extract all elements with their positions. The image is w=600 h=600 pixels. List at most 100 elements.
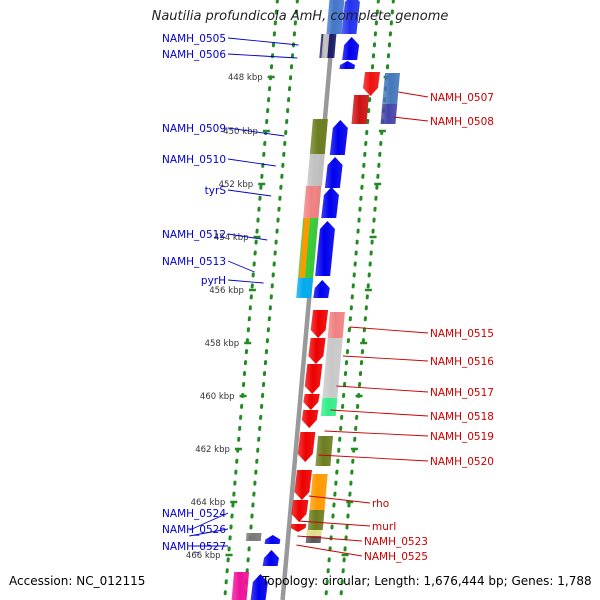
gene-label-pointer-left [189,512,229,531]
gene-feature [324,157,343,188]
gene-feature [231,572,250,600]
gene-label-left: NAMH_0513 [162,256,226,268]
gene-label-pointer-left [227,53,298,59]
tick-label: 456 kbp [209,286,244,296]
gene-label-right: NAMH_0516 [430,356,494,368]
gene-feature [309,119,328,154]
gene-feature [262,550,279,566]
tick-label: 460 kbp [200,392,235,402]
gene-label-right: NAMH_0520 [430,456,494,468]
tick-label: 458 kbp [205,339,240,349]
gene-feature [306,530,322,536]
dotted-boundary-left [243,0,299,600]
topology-text: Topology: circular; Length: 1,676,444 bp… [262,574,592,588]
gene-feature [329,120,348,155]
gene-feature [296,278,313,298]
gene-feature [310,310,329,338]
tick-label: 452 kbp [219,180,254,190]
gene-feature [341,0,360,34]
gene-label-pointer-left [227,279,264,284]
gene-feature [294,470,313,500]
gene-feature [380,104,398,124]
gene-label-pointer-right [398,91,429,98]
gene-label-pointer-right [297,535,363,542]
gene-label-left: NAMH_0505 [162,33,226,45]
gene-feature [309,474,328,510]
gene-label-right: murI [372,521,396,533]
accession-text: Accession: NC_012115 [9,574,146,588]
gene-label-pointer-left [227,37,299,46]
gene-label-right: NAMH_0518 [430,411,494,423]
gene-label-left: NAMH_0512 [162,229,226,241]
gene-label-pointer-right [308,495,371,504]
gene-feature [245,533,262,541]
gene-label-pointer-right [324,430,429,437]
gene-feature [339,61,356,69]
gene-feature [313,280,330,298]
gene-label-left: NAMH_0526 [162,524,226,536]
gene-label-right: NAMH_0523 [364,536,428,548]
gene-label-left: NAMH_0510 [162,154,226,166]
gene-label-pointer-right [336,385,429,393]
gene-label-pointer-left [227,260,255,273]
tick-label: 464 kbp [191,498,226,508]
gene-label-pointer-right [318,454,429,462]
dotted-boundary-inner-right [324,0,380,600]
gene-feature [308,338,326,364]
tick-label: 466 kbp [186,551,221,561]
gene-feature [342,37,360,60]
gene-feature [290,524,307,532]
gene-label-pointer-left [227,158,276,167]
gene-feature [250,574,268,600]
gene-label-pointer-right [393,116,429,122]
gene-label-pointer-left [227,233,268,241]
tick-label: 462 kbp [195,445,230,455]
gene-feature [301,410,319,428]
gene-feature [322,338,343,398]
gene-feature [327,312,345,338]
gene-feature [307,154,325,186]
gene-label-right: NAMH_0525 [364,551,428,563]
gene-feature [304,364,323,394]
gene-feature [382,73,400,104]
gene-label-pointer-right [343,355,429,362]
gene-feature [362,72,381,96]
gene-label-left: tyrS [205,185,227,197]
gene-feature [315,436,334,466]
gene-label-pointer-right [296,544,363,557]
gene-label-right: rho [372,498,389,510]
gene-label-left: pyrH [201,275,226,287]
gene-label-pointer-left [227,127,285,137]
gene-feature [321,34,330,58]
gene-feature [264,535,281,544]
gene-feature [298,218,311,278]
gene-label-pointer-right [298,520,371,527]
gene-label-pointer-right [349,326,429,334]
gene-label-pointer-left [189,528,229,537]
gene-feature [307,510,325,530]
gene-feature [303,394,320,410]
dotted-boundary-outer-left [223,0,279,600]
tick-label: 450 kbp [223,127,258,137]
gene-label-right: NAMH_0519 [430,431,494,443]
gene-label-left: NAMH_0506 [162,49,226,61]
gene-feature [320,398,338,416]
gene-feature [303,186,322,218]
gene-feature [351,95,370,124]
gene-label-left: NAMH_0524 [162,508,226,520]
gene-label-right: NAMH_0507 [430,92,494,104]
gene-label-pointer-right [330,409,429,417]
gene-feature [297,432,316,462]
gene-feature [326,0,345,34]
tick-label: 448 kbp [228,73,263,83]
gene-feature [315,221,335,276]
gene-label-pointer-left [227,189,272,197]
gene-label-right: NAMH_0508 [430,116,494,128]
genome-backbone [280,0,338,600]
gene-label-left: NAMH_0509 [162,123,226,135]
map-title: Nautilia profundicola AmH, complete geno… [151,9,449,24]
gene-feature [321,187,339,218]
gene-label-left: NAMH_0527 [162,541,226,553]
